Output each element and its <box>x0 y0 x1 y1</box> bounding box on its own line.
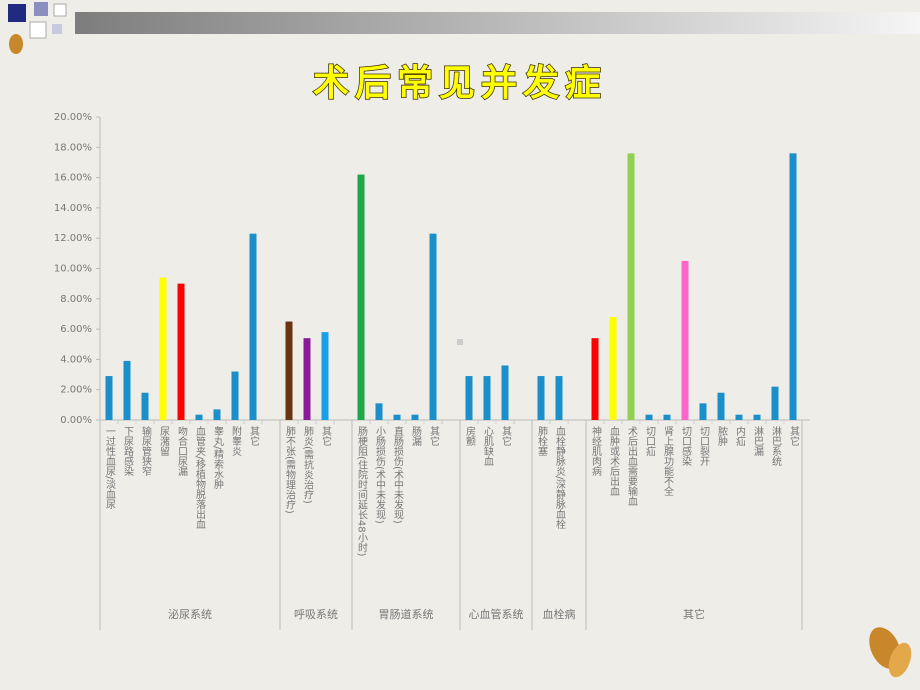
bar <box>159 277 167 420</box>
x-tick-label: 直肠损伤(术中未发现) <box>392 425 404 524</box>
group-label: 呼吸系统 <box>294 608 338 621</box>
group-label: 泌尿系统 <box>168 608 212 621</box>
x-tick-label: 心肌缺血 <box>482 426 494 466</box>
x-tick-label: 肾上腺功能不全 <box>662 426 674 496</box>
bar <box>483 376 491 420</box>
x-tick-label: 内疝 <box>734 425 746 447</box>
x-tick-label: 淋巴系统 <box>770 425 782 466</box>
x-tick-label: 其它 <box>788 426 800 446</box>
corner-squares <box>8 2 67 39</box>
top-bar <box>75 12 920 34</box>
bar <box>213 409 221 420</box>
x-tick-label: 其它 <box>320 426 332 446</box>
chart-title: 术后常见并发症 <box>313 63 607 104</box>
bar <box>411 414 419 420</box>
y-tick-label: 6.00% <box>60 324 92 335</box>
x-tick-label: 其它 <box>500 426 512 446</box>
bar <box>663 414 671 420</box>
bar <box>717 392 725 420</box>
y-tick-label: 8.00% <box>60 294 92 305</box>
y-tick-label: 10.00% <box>54 264 92 275</box>
y-tick-label: 16.00% <box>54 173 92 184</box>
bar <box>789 153 797 421</box>
y-tick-label: 0.00% <box>60 415 92 426</box>
x-tick-label: 切口裂开 <box>698 426 710 467</box>
x-tick-label: 血栓静脉炎/深静脉血栓 <box>554 425 566 530</box>
bar <box>357 174 365 420</box>
group-label: 心血管系统 <box>469 607 524 621</box>
x-tick-label: 肺炎(需抗炎治疗) <box>302 426 314 504</box>
x-tick-label: 肠漏 <box>410 426 422 447</box>
x-tick-label: 肺栓塞 <box>536 426 548 456</box>
bar <box>105 376 113 420</box>
bar <box>771 386 779 420</box>
x-tick-label: 脓肿 <box>716 426 728 447</box>
x-tick-label: 肠梗阻(住院时间延长48小时) <box>356 426 368 557</box>
x-tick-label: 吻合口尿漏 <box>176 426 188 477</box>
bar <box>591 338 599 420</box>
x-tick-label: 神经肌肉病 <box>590 425 602 477</box>
x-tick-label: 其它 <box>248 426 260 446</box>
bar <box>141 392 149 420</box>
x-tick-label: 其它 <box>428 426 440 446</box>
x-tick-label: 术后出血需要输血 <box>626 426 638 506</box>
bar <box>501 365 509 420</box>
bar <box>681 260 689 420</box>
x-tick-label: 血管夹/移植物脱落出血 <box>194 425 206 530</box>
bar <box>249 233 257 420</box>
group-label: 胃肠道系统 <box>379 607 434 621</box>
y-tick-label: 18.00% <box>54 142 92 153</box>
bar <box>699 403 707 420</box>
y-tick-label: 20.00% <box>54 112 92 123</box>
x-tick-label: 肺不张(需物理治疗) <box>284 426 296 514</box>
bar <box>285 321 293 420</box>
bar <box>735 414 743 420</box>
x-tick-label: 血肿或术后出血 <box>608 425 620 496</box>
bar <box>393 414 401 420</box>
group-label: 血栓病 <box>543 607 576 621</box>
x-tick-label: 切口疝 <box>644 426 656 457</box>
bar <box>537 376 545 420</box>
bar <box>195 414 203 420</box>
bar <box>555 376 563 420</box>
x-tick-label: 房颤 <box>464 425 476 447</box>
x-tick-label: 小肠损伤(术中未发现) <box>374 426 386 524</box>
bar <box>753 414 761 420</box>
butterfly <box>9 34 912 678</box>
x-tick-label: 切口感染 <box>680 426 692 467</box>
x-tick-label: 附睾炎 <box>230 425 242 456</box>
x-tick-label: 睾丸/精索水肿 <box>212 425 224 490</box>
bar <box>177 283 185 420</box>
y-tick-label: 2.00% <box>60 385 92 396</box>
marker <box>457 339 463 345</box>
bar <box>123 360 131 420</box>
y-tick-label: 12.00% <box>54 233 92 244</box>
bar <box>627 153 635 421</box>
bar <box>231 371 239 420</box>
x-tick-label: 输尿管狭窄 <box>140 425 152 477</box>
bar <box>609 316 617 420</box>
bar <box>321 332 329 420</box>
x-tick-label: 尿潴留 <box>158 426 170 457</box>
bar <box>465 376 473 420</box>
bar <box>429 233 437 420</box>
bar <box>303 338 311 420</box>
bar <box>375 403 383 420</box>
x-tick-label: 淋巴漏 <box>752 425 764 457</box>
y-tick-label: 14.00% <box>54 203 92 214</box>
bar <box>645 414 653 420</box>
group-label: 其它 <box>683 607 705 621</box>
x-tick-label: 一过性血尿/淡血尿 <box>104 426 116 509</box>
x-tick-label: 下尿路感染 <box>122 426 134 477</box>
y-tick-label: 4.00% <box>60 354 92 365</box>
